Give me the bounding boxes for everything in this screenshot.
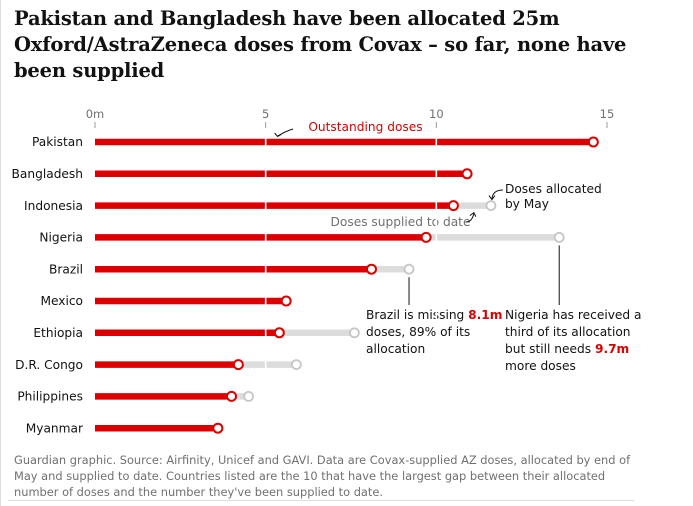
outstanding-marker	[226, 390, 238, 402]
category-label: Mexico	[40, 294, 83, 308]
brazil-note-line: Brazil is missing 8.1m	[366, 308, 502, 322]
outstanding-label: Outstanding doses	[308, 120, 422, 134]
nigeria-highlight: 9.7m	[595, 342, 629, 356]
supplied-arrowhead	[469, 211, 477, 217]
category-label: D.R. Congo	[15, 358, 83, 372]
source-note: Guardian graphic. Source: Airfinity, Uni…	[14, 453, 631, 499]
outstanding-marker	[280, 295, 292, 307]
outstanding-marker	[365, 263, 377, 275]
tick-label: 5	[262, 107, 269, 121]
tick-label: 0m	[86, 107, 105, 121]
nigeria-note-text: more doses	[505, 359, 576, 373]
brazil-note-text: Brazil is missing	[366, 308, 468, 322]
outstanding-arrowhead	[274, 132, 282, 138]
x-axis-ticks: 0m 5 10 15	[86, 107, 615, 128]
allocated-marker	[403, 263, 415, 275]
outstanding-marker	[212, 422, 224, 434]
tick-label: 10	[429, 107, 444, 121]
brazil-note-line: allocation	[366, 342, 425, 356]
nigeria-note-line: but still needs 9.7m	[505, 342, 629, 356]
category-label: Indonesia	[24, 199, 83, 213]
allocated-arrow	[491, 189, 503, 199]
category-label: Bangladesh	[12, 167, 83, 181]
bar-chart: 0m 5 10 15 Pakistan Bangladesh Indonesia Niger…	[11, 107, 642, 440]
outstanding-marker	[273, 327, 285, 339]
allocated-arrowhead	[488, 195, 496, 201]
nigeria-note-text: but still needs	[505, 342, 595, 356]
outstanding-marker	[587, 136, 599, 148]
bottom-rule	[8, 500, 634, 501]
allocated-marker	[243, 390, 255, 402]
brazil-note-text: doses, 89% of its	[366, 325, 470, 339]
allocated-label-line2: by May	[505, 197, 549, 211]
nigeria-note-text: Nigeria has received a	[505, 308, 642, 322]
nigeria-note-line: more doses	[505, 359, 576, 373]
category-label: Ethiopia	[33, 326, 83, 340]
allocated-marker	[553, 231, 565, 243]
nigeria-note-line: third of its allocation	[505, 325, 631, 339]
supplied-label: Doses supplied to date	[331, 215, 471, 229]
bars	[95, 136, 599, 434]
category-label: Brazil	[49, 262, 83, 276]
category-label: Myanmar	[26, 421, 84, 435]
outstanding-marker	[461, 168, 473, 180]
left-rule	[0, 0, 1, 506]
category-labels: Pakistan Bangladesh Indonesia Nigeria Brazil…	[12, 135, 84, 435]
supplied-arrow	[465, 213, 475, 223]
outstanding-marker	[232, 359, 244, 371]
brazil-highlight: 8.1m	[468, 308, 502, 322]
category-label: Philippines	[17, 390, 83, 404]
nigeria-note-text: third of its allocation	[505, 325, 631, 339]
tick-label: 15	[600, 107, 615, 121]
chart-title: Pakistan and Bangladesh have been alloca…	[14, 7, 627, 82]
allocated-marker	[290, 359, 302, 371]
allocated-label-line1: Doses allocated	[505, 182, 602, 196]
outstanding-marker	[420, 231, 432, 243]
gridlines	[264, 128, 438, 440]
brazil-note-text: allocation	[366, 342, 425, 356]
nigeria-note-line: Nigeria has received a	[505, 308, 642, 322]
category-label: Pakistan	[32, 135, 83, 149]
category-label: Nigeria	[39, 231, 83, 245]
brazil-note-line: doses, 89% of its	[366, 325, 470, 339]
allocated-marker	[349, 327, 360, 339]
allocated-marker	[485, 200, 497, 212]
outstanding-marker	[447, 200, 459, 212]
